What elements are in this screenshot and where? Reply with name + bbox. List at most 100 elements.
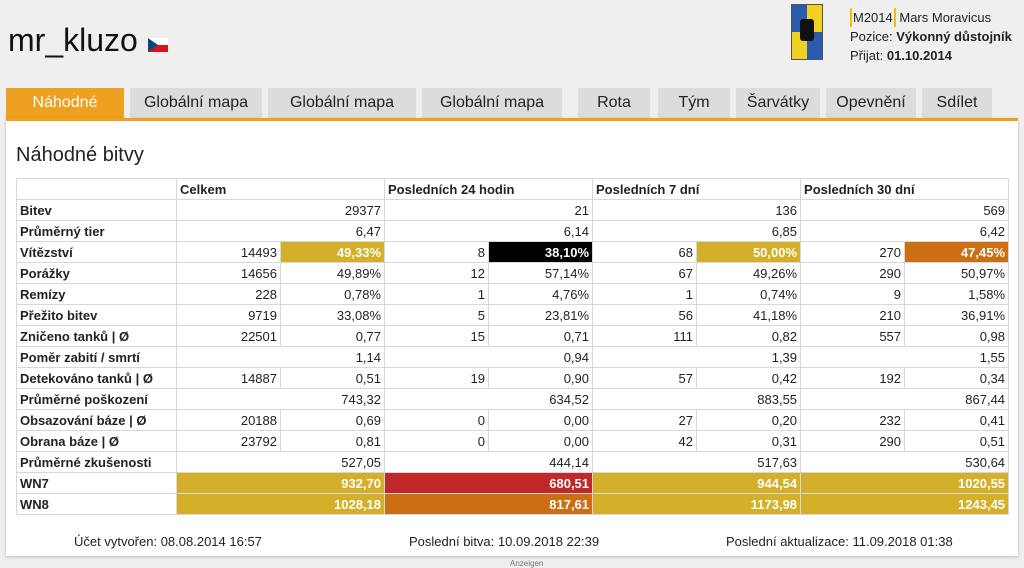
- ratio-cell: 36,91%: [904, 304, 1010, 326]
- value-cell: 743,32: [176, 388, 385, 410]
- table-row: Přežito bitev 9719 33,08% 5 23,81% 56 41,18% 21…: [16, 304, 1010, 326]
- ratio-cell: 49,89%: [280, 262, 385, 284]
- ratio-cell: 0,51: [904, 430, 1010, 452]
- section-title: Náhodné bitvy: [16, 144, 144, 166]
- ratio-cell: 0,41: [904, 409, 1010, 431]
- column-header: Posledních 24 hodin: [383, 178, 594, 200]
- row-label: Bitev: [16, 199, 177, 221]
- tab-4[interactable]: Rota: [578, 88, 650, 118]
- table-row: Bitev 29377 21 136 569: [16, 199, 1010, 221]
- count-cell: 42: [592, 430, 698, 452]
- ratio-cell: 57,14%: [487, 262, 594, 284]
- value-cell: 883,55: [592, 388, 802, 410]
- column-header: Posledních 7 dní: [592, 178, 802, 200]
- count-cell: 56: [592, 304, 698, 326]
- count-cell: 57: [592, 367, 698, 389]
- joined-label: Přijat:: [850, 48, 884, 63]
- table-row: Průměrné zkušenosti 527,05 444,14 517,63 530…: [16, 451, 1010, 473]
- count-cell: 23792: [176, 430, 281, 452]
- count-cell: 22501: [176, 325, 281, 347]
- count-cell: 14656: [176, 262, 281, 284]
- row-label: Remízy: [16, 283, 177, 305]
- count-cell: 8: [384, 241, 489, 263]
- rating-cell: 1020,55: [800, 472, 1010, 494]
- tab-6[interactable]: Šarvátky: [736, 88, 820, 118]
- value-cell: 1,14: [176, 346, 385, 368]
- row-label: Obrana báze | Ø: [16, 430, 177, 452]
- ratio-cell: 33,08%: [280, 304, 385, 326]
- row-label: Průměrný tier: [16, 220, 177, 242]
- value-cell: 517,63: [592, 451, 802, 473]
- rating-cell: 1173,98: [592, 493, 802, 515]
- count-cell: 557: [800, 325, 906, 347]
- clan-emblem-icon[interactable]: [791, 4, 823, 60]
- last-update: Poslední aktualizace: 11.09.2018 01:38: [726, 534, 953, 549]
- value-cell: 530,64: [800, 451, 1010, 473]
- count-cell: 210: [800, 304, 906, 326]
- count-cell: 68: [592, 241, 698, 263]
- value-cell: 29377: [176, 199, 385, 221]
- count-cell: 1: [384, 283, 489, 305]
- count-cell: 67: [592, 262, 698, 284]
- ratio-cell: 0,34: [904, 367, 1010, 389]
- count-cell: 232: [800, 409, 906, 431]
- tab-5[interactable]: Tým: [658, 88, 730, 118]
- count-cell: 5: [384, 304, 489, 326]
- table-row: Zničeno tanků | Ø 22501 0,77 15 0,71 111 0,82 5…: [16, 325, 1010, 347]
- ratio-cell: 0,51: [280, 367, 385, 389]
- tab-7[interactable]: Opevnění: [826, 88, 916, 118]
- ratio-cell: 50,97%: [904, 262, 1010, 284]
- ratio-cell: 0,00: [487, 430, 594, 452]
- ratio-cell: 0,42: [696, 367, 802, 389]
- value-cell: 634,52: [383, 388, 594, 410]
- value-cell: 0,94: [383, 346, 594, 368]
- ratio-cell: 4,76%: [487, 283, 594, 305]
- stats-panel: Náhodné bitvy Celkem Posledních 24 hodin P…: [6, 118, 1018, 556]
- ratio-cell: 49,26%: [696, 262, 802, 284]
- value-cell: 6,47: [176, 220, 385, 242]
- ratio-cell: 0,31: [696, 430, 802, 452]
- clan-name[interactable]: Mars Moravicus: [899, 10, 992, 25]
- count-cell: 14493: [176, 241, 281, 263]
- table-row: Detekováno tanků | Ø 14887 0,51 19 0,90 57 0,4…: [16, 367, 1010, 389]
- row-label: Přežito bitev: [16, 304, 177, 326]
- count-cell: 192: [800, 367, 906, 389]
- row-label: Detekováno tanků | Ø: [16, 367, 177, 389]
- ratio-cell: 47,45%: [904, 241, 1010, 263]
- player-name: mr_kluzo: [8, 22, 138, 58]
- tab-bar: Náhodné bitvyGlobální mapa XGlobální map…: [6, 88, 992, 141]
- count-cell: 19: [384, 367, 489, 389]
- count-cell: 15: [384, 325, 489, 347]
- ratio-cell: 23,81%: [487, 304, 594, 326]
- count-cell: 290: [800, 430, 906, 452]
- count-cell: 0: [384, 409, 489, 431]
- tab-1[interactable]: Globální mapa X: [130, 88, 262, 141]
- table-row: Remízy 228 0,78% 1 4,76% 1 0,74% 9 1,58%: [16, 283, 1010, 305]
- table-row: Obrana báze | Ø 23792 0,81 0 0,00 42 0,31 290 0,…: [16, 430, 1010, 452]
- count-cell: 228: [176, 283, 281, 305]
- table-row: WN8 1028,18 817,61 1173,98 1243,45: [16, 493, 1010, 515]
- joined-value: 01.10.2014: [886, 48, 952, 63]
- value-cell: 6,42: [800, 220, 1010, 242]
- row-label: Průměrné poškození: [16, 388, 177, 410]
- tab-8[interactable]: Sdílet: [922, 88, 992, 118]
- row-label: Obsazování báze | Ø: [16, 409, 177, 431]
- ratio-cell: 38,10%: [487, 241, 594, 263]
- value-cell: 867,44: [800, 388, 1010, 410]
- count-cell: 9: [800, 283, 906, 305]
- rating-cell: 680,51: [383, 472, 594, 494]
- tab-0[interactable]: Náhodné bitvy: [6, 88, 124, 141]
- count-cell: 0: [384, 430, 489, 452]
- row-label: WN7: [16, 472, 177, 494]
- ratio-cell: 1,58%: [904, 283, 1010, 305]
- value-cell: 444,14: [383, 451, 594, 473]
- ratio-cell: 0,98: [904, 325, 1010, 347]
- ratio-cell: 0,69: [280, 409, 385, 431]
- tab-2[interactable]: Globální mapa VIII: [268, 88, 416, 141]
- count-cell: 12: [384, 262, 489, 284]
- tab-3[interactable]: Globální mapa VI: [422, 88, 562, 141]
- column-header: [16, 178, 177, 200]
- table-row: WN7 932,70 680,51 944,54 1020,55: [16, 472, 1010, 494]
- table-row: Poměr zabití / smrtí 1,14 0,94 1,39 1,55: [16, 346, 1010, 368]
- clan-tag[interactable]: M2014: [850, 8, 896, 27]
